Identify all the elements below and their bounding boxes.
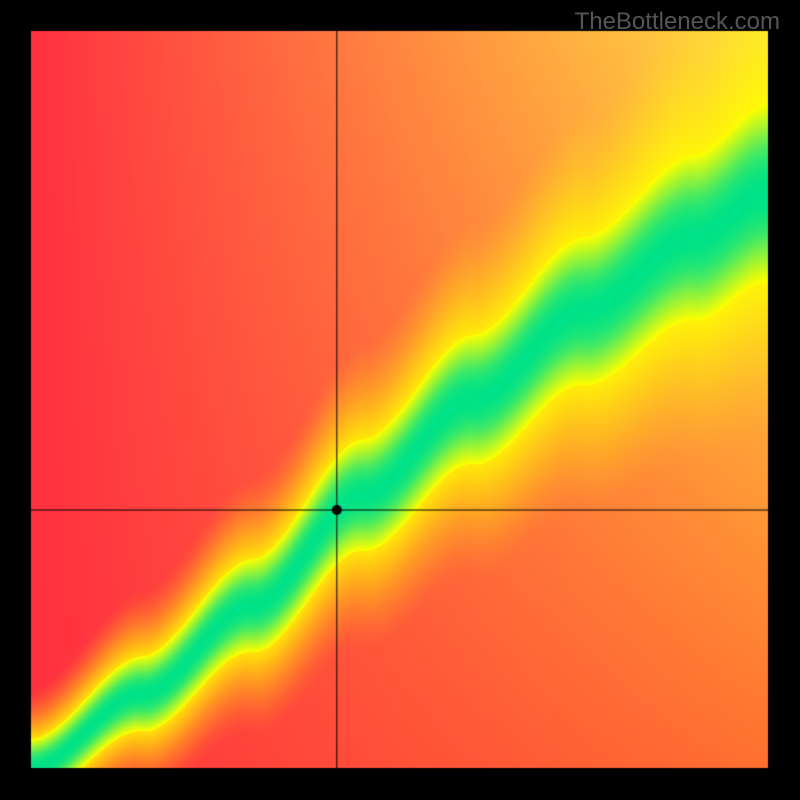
heatmap-canvas [0, 0, 800, 800]
chart-container: TheBottleneck.com [0, 0, 800, 800]
watermark-text: TheBottleneck.com [575, 8, 780, 36]
